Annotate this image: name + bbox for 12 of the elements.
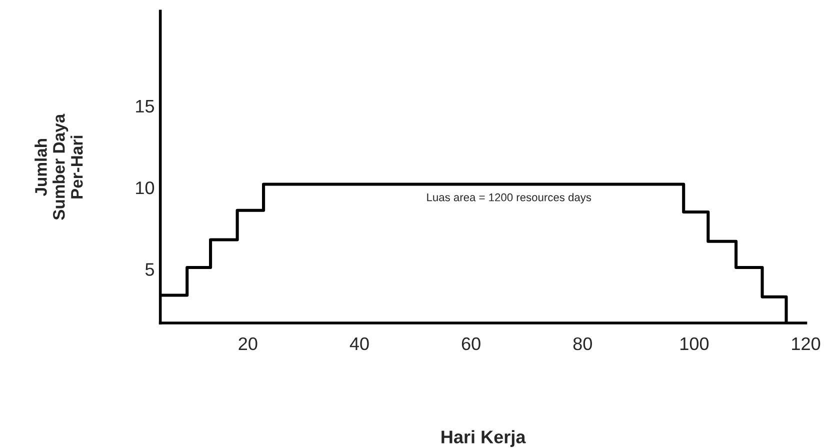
x-tick-label: 80	[573, 337, 592, 350]
y-tick-label: 15	[136, 100, 154, 113]
x-tick-label: 120	[792, 337, 820, 350]
annotation: Luas area = 1200 resources days	[427, 193, 592, 204]
x-axis-title: Hari Kerja	[442, 430, 526, 447]
x-tick-label: 60	[462, 337, 480, 350]
y-tick-label: 10	[136, 181, 154, 194]
x-tick-label: 40	[350, 337, 369, 350]
y-axis-title: Jumlah Sumber Daya Per-Hari	[34, 114, 83, 220]
x-tick-label: 100	[680, 337, 709, 350]
y-tick-label: 5	[145, 263, 154, 276]
x-tick-label: 20	[238, 337, 258, 350]
